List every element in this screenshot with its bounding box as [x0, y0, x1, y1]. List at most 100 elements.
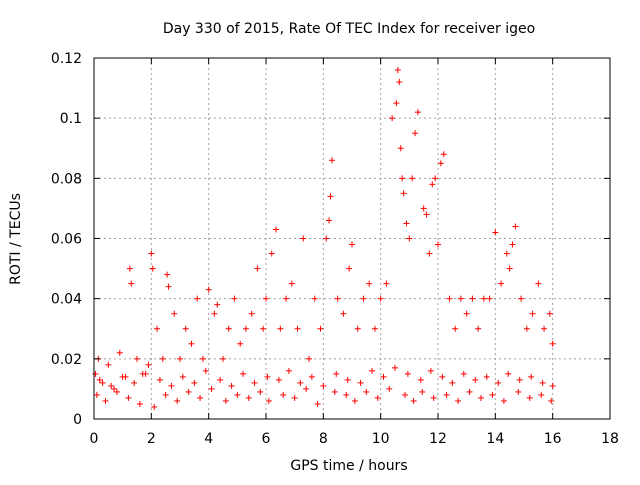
data-point	[432, 175, 439, 182]
scatter-marks	[92, 67, 556, 410]
data-point	[311, 295, 318, 302]
data-point	[328, 157, 335, 164]
data-point	[427, 367, 434, 374]
data-point	[317, 325, 324, 332]
data-point	[420, 205, 427, 212]
data-point	[273, 226, 280, 233]
data-point	[475, 325, 482, 332]
data-point	[265, 397, 272, 404]
data-point	[257, 388, 264, 395]
data-point	[419, 388, 426, 395]
y-tick-label: 0.12	[51, 51, 82, 67]
data-point	[489, 391, 496, 398]
data-point	[498, 280, 505, 287]
data-point	[460, 370, 467, 377]
data-point	[518, 295, 525, 302]
data-point	[397, 145, 404, 152]
data-point	[165, 283, 172, 290]
data-point	[505, 370, 512, 377]
data-point	[264, 373, 271, 380]
data-point	[409, 175, 416, 182]
data-point	[346, 265, 353, 272]
data-point	[503, 250, 510, 257]
data-point	[263, 295, 269, 302]
y-tick-label: 0.08	[51, 171, 82, 187]
data-point	[277, 325, 284, 332]
data-point	[197, 394, 204, 401]
data-point	[463, 310, 470, 317]
data-point	[260, 325, 267, 332]
data-point	[457, 295, 464, 302]
data-point	[294, 325, 301, 332]
data-point	[327, 193, 334, 200]
y-tick-label: 0.1	[60, 111, 82, 127]
data-point	[268, 250, 275, 257]
x-tick-label: 6	[262, 431, 271, 447]
data-point	[349, 241, 355, 248]
data-point	[351, 397, 358, 404]
data-point	[323, 235, 330, 242]
data-point	[512, 223, 519, 230]
x-tick-label: 10	[372, 431, 390, 447]
data-point	[383, 280, 390, 287]
data-point	[162, 391, 169, 398]
data-point	[480, 295, 487, 302]
data-point	[151, 403, 158, 410]
data-point	[523, 325, 530, 332]
data-point	[320, 382, 327, 389]
data-point	[535, 280, 542, 287]
data-point	[469, 295, 476, 302]
y-tick-label: 0	[73, 412, 82, 428]
data-point	[179, 373, 186, 380]
data-point	[142, 370, 149, 377]
data-point	[410, 397, 417, 404]
data-point	[119, 373, 126, 380]
data-point	[541, 325, 548, 332]
data-point	[194, 295, 201, 302]
data-point	[220, 355, 226, 362]
data-point	[306, 355, 312, 362]
data-point	[492, 229, 499, 236]
data-point	[228, 382, 235, 389]
data-point	[394, 67, 401, 74]
data-point	[291, 394, 298, 401]
data-point	[399, 175, 406, 182]
data-point	[539, 379, 546, 386]
data-point	[446, 295, 453, 302]
data-point	[254, 265, 261, 272]
data-point	[528, 373, 535, 380]
x-tick-label: 14	[486, 431, 504, 447]
data-point	[128, 280, 135, 287]
data-point	[113, 388, 120, 395]
data-point	[280, 391, 287, 398]
x-tick-label: 8	[319, 431, 328, 447]
data-point	[393, 100, 400, 107]
data-point	[392, 364, 398, 371]
data-point	[108, 382, 115, 389]
data-point	[234, 391, 241, 398]
data-point	[222, 397, 229, 404]
data-point	[515, 388, 522, 395]
data-point	[369, 367, 376, 374]
data-point	[506, 265, 513, 272]
data-point	[314, 400, 321, 407]
data-point	[288, 280, 295, 287]
data-point	[529, 310, 536, 317]
data-point	[171, 310, 178, 317]
y-tick-label: 0.06	[51, 232, 82, 248]
x-tick-label: 12	[429, 431, 447, 447]
data-point	[231, 295, 238, 302]
data-point	[440, 151, 447, 158]
data-point	[285, 367, 292, 374]
data-point	[303, 385, 310, 392]
data-point	[417, 376, 424, 383]
data-point	[300, 235, 307, 242]
data-point	[237, 340, 244, 347]
data-point	[443, 391, 450, 398]
data-point	[202, 367, 209, 374]
data-point	[159, 355, 166, 362]
data-point	[116, 349, 123, 356]
data-point	[283, 295, 290, 302]
data-point	[344, 376, 351, 383]
data-point	[275, 376, 282, 383]
